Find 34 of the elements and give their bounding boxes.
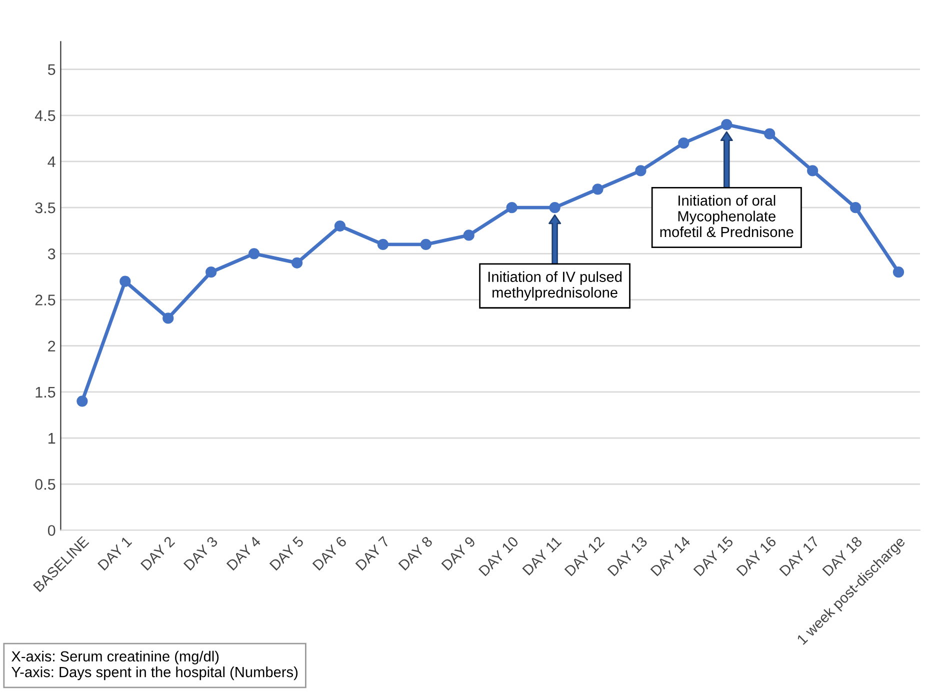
point [635,165,646,176]
annotation: Initiation of oral Mycophenolate mofetil & Prednisone [660,195,794,238]
y-tick-label: 0 [48,525,56,536]
y-tick-label: 2 [48,340,56,352]
point [334,220,346,232]
text: X-axis: Serum creatinine (mg/dl) Y-axis: Days spent in the hospital (Numbers) [12,650,298,680]
point [420,238,432,250]
point [506,202,518,214]
point [76,396,88,407]
y-tick-label: 3.5 [35,202,56,214]
point [592,184,604,195]
point [120,276,131,287]
y-tick-label: 1 [48,433,56,444]
y-tick-label: 2.5 [35,294,56,306]
point [807,165,818,176]
point [162,312,174,324]
y-tick-label: 5 [48,64,56,75]
point [549,202,560,214]
y-tick-label: 4.5 [34,110,56,122]
point [850,202,862,214]
point [892,266,904,278]
annotation: Initiation of IV pulsed methylprednisolone [488,271,622,301]
point [248,248,260,260]
y-tick-label: 4 [48,156,56,168]
point [463,230,474,241]
point [764,128,776,140]
point [206,266,217,278]
point [721,119,732,130]
y-tick-label: 0.5 [35,478,56,490]
point [678,137,690,149]
point [291,257,303,268]
y-tick-label: 3 [48,248,56,260]
point [377,238,388,250]
y-tick-label: 1.5 [36,386,56,398]
